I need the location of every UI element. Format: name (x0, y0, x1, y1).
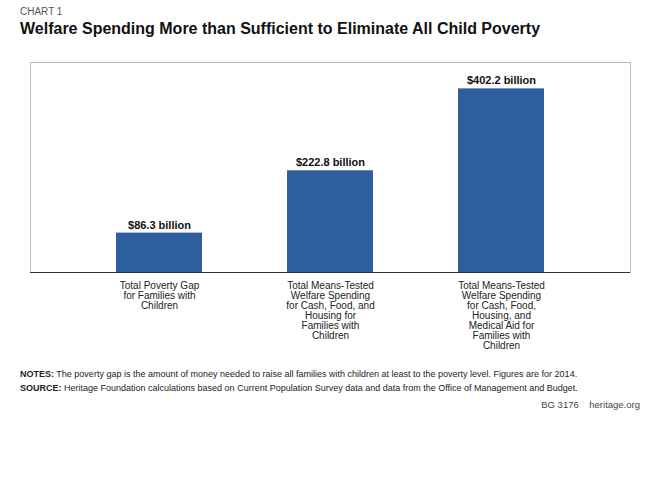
html-text:CHART 1: CHART 1 (20, 6, 63, 17)
html-text:Welfare Spending More than Suf: Welfare Spending More than Sufficient to… (20, 20, 541, 37)
svg-text:Total Means-TestedWelfare Spen: Total Means-TestedWelfare Spendingfor Ca… (286, 280, 374, 341)
svg-text:$86.3 billion: $86.3 billion (128, 219, 191, 231)
svg-text:$222.8 billion: $222.8 billion (296, 156, 365, 168)
svg-text:$402.2 billion: $402.2 billion (467, 75, 536, 87)
html-text:SOURCE: Heritage Foundation ca: SOURCE: Heritage Foundation calculations… (20, 382, 578, 393)
svg-text:Total Poverty Gapfor Families: Total Poverty Gapfor Families withChildr… (120, 280, 200, 311)
html-text:NOTES: The poverty gap is the: NOTES: The poverty gap is the amount of … (20, 369, 578, 380)
svg-text:Total Means-TestedWelfare Spen: Total Means-TestedWelfare Spendingfor Ca… (458, 280, 545, 351)
html-text:BG 3176 heritage.org: BG 3176 heritage.org (541, 398, 640, 410)
